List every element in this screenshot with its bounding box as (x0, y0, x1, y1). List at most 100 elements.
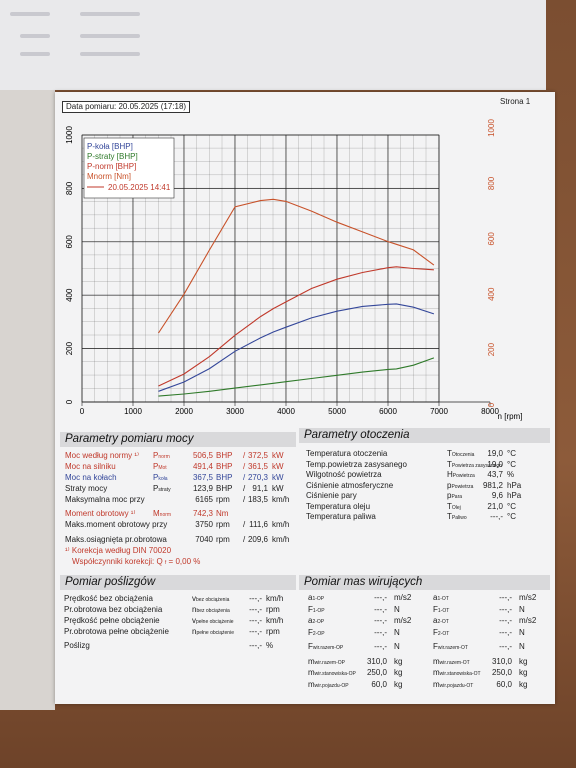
symbol-subscript: 2-OP (312, 630, 325, 637)
value: 742,3 (192, 509, 213, 518)
section-header: Parametry pomiaru mocy (60, 432, 296, 447)
value: ---,- (249, 641, 262, 650)
row-label: Wilgotność powietrza (306, 470, 382, 479)
legend-entry: Mnorm [Nm] (87, 172, 131, 181)
unit: rpm (216, 520, 230, 529)
blurred-text (80, 52, 140, 56)
row-label: Ciśnienie pary (306, 491, 357, 500)
symbol-letter: v (192, 616, 196, 625)
symbol-letter: P (153, 451, 159, 460)
legend-note: 20.05.2025 14:41 (108, 183, 171, 192)
value: ---,- (249, 616, 262, 625)
unit: km/h (266, 594, 284, 603)
unit: hPa (507, 480, 522, 490)
symbol: mwir.pojazdu-OT (433, 680, 473, 691)
symbol-letter: n (192, 627, 197, 636)
separator: / (243, 462, 246, 471)
row-label: Pr.obrotowa pełne obciążenie (64, 627, 169, 636)
unit: °C (507, 512, 516, 521)
legend-entry: P-norm [BHP] (87, 162, 136, 171)
y-tick-label: 400 (65, 288, 74, 302)
symbol: Pstraty (153, 484, 171, 495)
row-label: Prędkość pełne obciążenie (64, 616, 160, 625)
y2-tick-label: 1000 (487, 119, 496, 137)
blurred-text (80, 12, 140, 16)
symbol: mwir.razem-OT (433, 657, 470, 668)
symbol: mwir.stanowiska-OT (433, 668, 481, 679)
value: 270,3 (247, 473, 268, 482)
value: ---,- (499, 593, 512, 602)
value: 361,5 (247, 462, 268, 471)
value: ---,- (249, 605, 262, 614)
x-tick-label: 6000 (379, 407, 397, 416)
separator: / (243, 520, 246, 529)
value: ---,- (490, 512, 503, 521)
symbol: F2-OP (308, 628, 325, 639)
symbol-subscript: Olej (451, 504, 461, 511)
value: 183,5 (247, 495, 268, 504)
value: 19,0 (487, 449, 503, 458)
symbol: Mnorm (153, 509, 171, 520)
value: 43,7 (487, 470, 503, 479)
symbol-subscript: 2-OP (312, 619, 325, 625)
symbol: mwir.razem-OP (308, 657, 345, 668)
symbol-letter: F (433, 604, 438, 614)
separator: / (243, 451, 246, 460)
value: ---,- (499, 627, 512, 637)
legend-entry: P-straty [BHP] (87, 152, 138, 161)
blurred-text (80, 34, 140, 38)
x-tick-label: 8000 (481, 407, 499, 416)
y2-tick-label: 600 (487, 232, 496, 246)
unit: m/s2 (519, 616, 537, 625)
value: 111,6 (249, 520, 268, 529)
symbol-subscript: wir.pojazdu-OT (439, 682, 474, 689)
value: ---,- (374, 616, 387, 625)
symbol-subscript: Para (451, 494, 463, 500)
symbol-letter: P (153, 484, 159, 493)
x-tick-label: 1000 (124, 407, 142, 416)
symbol: a1-OP (308, 593, 324, 604)
row-label: Moc według normy ¹⁾ (65, 451, 139, 460)
symbol: TOlej (447, 502, 461, 513)
symbol: PMot (153, 462, 167, 473)
y2-tick-label: 800 (487, 176, 496, 190)
symbol: a2-OT (433, 616, 449, 627)
unit: BHP (216, 462, 233, 471)
symbol: HPowietrza (447, 470, 475, 481)
row-label: Ciśnienie atmosferyczne (306, 480, 394, 490)
symbol-letter: a (308, 616, 313, 625)
symbol: Pnorm (153, 451, 170, 462)
symbol: Pkoła (153, 473, 168, 484)
section-header: Pomiar poślizgów (60, 575, 296, 590)
symbol-subscript: koła (158, 476, 168, 482)
symbol-letter: F (308, 642, 313, 651)
row-label: Maks.moment obrotowy przy (65, 520, 168, 529)
unit: rpm (216, 535, 230, 544)
unit: kW (272, 451, 284, 460)
symbol-letter: T (447, 449, 452, 458)
blurred-text (20, 52, 50, 56)
symbol: TPaliwo (447, 512, 467, 523)
unit: rpm (266, 605, 280, 614)
value: ---,- (249, 594, 262, 603)
x-tick-label: 0 (80, 407, 85, 416)
unit: kg (394, 668, 403, 677)
unit: kg (394, 656, 403, 666)
factor-part: f (164, 560, 167, 566)
symbol: Fwir.razem-OT (433, 642, 468, 653)
symbol-subscript: Powietrza (452, 473, 475, 479)
symbol-subscript: bez obciążenia (196, 608, 230, 614)
value: 506,5 (192, 451, 213, 460)
value: ---,- (499, 604, 512, 614)
symbol-letter: P (153, 473, 159, 482)
series-line (158, 303, 435, 392)
symbol-letter: m (308, 668, 315, 677)
symbol-letter: F (308, 627, 313, 637)
symbol-subscript: 1-OP (312, 607, 325, 614)
symbol-subscript: wir.razem-OT (439, 659, 470, 666)
symbol-letter: a (433, 616, 438, 625)
symbol: TOtoczenia (447, 449, 474, 460)
row-label: Maksymalna moc przy (65, 495, 145, 504)
unit: km/h (272, 535, 290, 544)
